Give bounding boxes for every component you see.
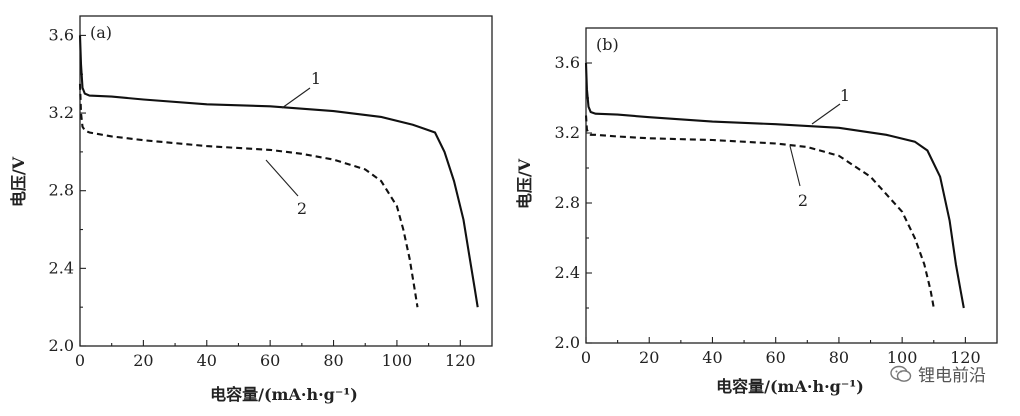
series-line-2	[584, 115, 935, 309]
series-leader-line	[811, 103, 841, 125]
y-tick-label: 2.8	[555, 193, 580, 212]
y-tick-label: 3.2	[555, 123, 580, 142]
x-tick-label: 120	[950, 348, 981, 367]
series-label: 2	[297, 199, 307, 218]
series-line-2	[78, 83, 419, 308]
x-tick-label: 0	[581, 348, 591, 367]
y-axis-title: 电压/V	[9, 156, 28, 207]
panel-label: (a)	[90, 23, 112, 42]
series-label: 1	[840, 86, 850, 105]
x-tick-label: 120	[445, 351, 476, 370]
x-tick-label: 80	[323, 351, 343, 370]
y-axis-title: 电压/V	[515, 158, 534, 209]
plot-frame	[585, 27, 998, 344]
y-tick-label: 3.6	[555, 53, 580, 72]
x-tick-label: 60	[766, 348, 786, 367]
watermark: 锂电前沿	[890, 361, 986, 386]
x-tick-label: 20	[133, 351, 153, 370]
y-tick-label: 2.8	[49, 181, 74, 200]
y-tick-label: 2.4	[555, 263, 580, 282]
watermark-text: 锂电前沿	[918, 366, 986, 386]
x-tick-label: 0	[75, 351, 85, 370]
x-tick-label: 40	[197, 351, 217, 370]
series-line-1	[78, 35, 479, 308]
x-tick-label: 80	[829, 348, 849, 367]
series-leader-line	[281, 87, 311, 109]
chart-panel-b: 0 20 40 60 80 100 120 2.0 2.4 2.8 3.2 3.6 (b) 电容量/(mA…	[515, 27, 998, 396]
panel-label: (b)	[596, 35, 619, 54]
x-tick-label: 100	[382, 351, 413, 370]
series-label: 2	[798, 191, 808, 210]
y-tick-label: 2.4	[49, 258, 74, 277]
x-axis-title: 电容量/(mA·h·g⁻¹)	[210, 385, 358, 404]
y-tick-label: 3.2	[49, 103, 74, 122]
series-leader-line	[265, 159, 299, 197]
x-tick-label: 40	[702, 348, 722, 367]
wechat-icon	[890, 365, 912, 382]
x-tick-label: 20	[639, 348, 659, 367]
plot-frame	[79, 15, 493, 347]
series-leader-line	[789, 145, 801, 187]
series-line-1	[584, 62, 965, 309]
series-label: 1	[311, 69, 321, 88]
y-tick-label: 3.6	[49, 25, 74, 44]
chart-panel-a: 0 20 40 60 80 100 120 2.0 2.4 2.8 3.2 3.6 (a) 电容量/(mA…	[9, 15, 493, 404]
x-tick-label: 60	[260, 351, 280, 370]
y-tick-label: 2.0	[555, 333, 580, 352]
x-tick-label: 100	[887, 348, 918, 367]
x-axis-title: 电容量/(mA·h·g⁻¹)	[716, 377, 864, 396]
y-tick-label: 2.0	[49, 336, 74, 355]
